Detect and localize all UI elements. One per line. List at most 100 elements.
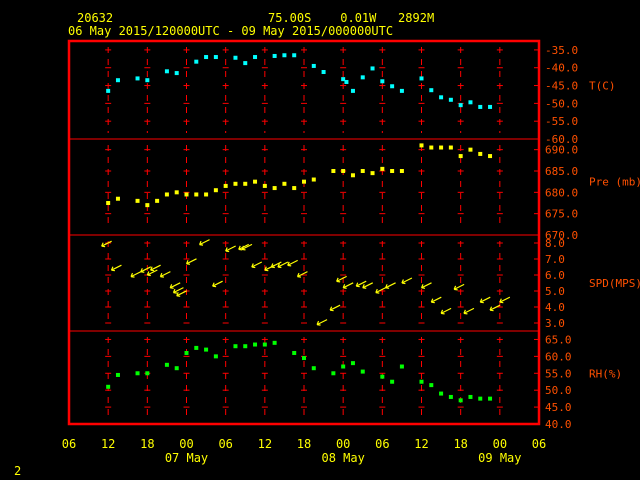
wind-barb-arrow bbox=[199, 239, 210, 246]
wind-barb bbox=[150, 264, 161, 272]
wind-barb-arrow bbox=[336, 275, 347, 283]
date-label: 09 May bbox=[478, 451, 521, 465]
rh-point bbox=[380, 374, 385, 379]
wind-barb bbox=[176, 290, 187, 297]
y-tick-label: 40.0 bbox=[545, 418, 572, 431]
wind-barb bbox=[463, 307, 475, 315]
panel-label-pressure: Pre (mb) bbox=[589, 176, 640, 189]
wind-barb bbox=[479, 296, 491, 304]
pressure-point bbox=[155, 198, 160, 203]
wind-barb-arrow bbox=[420, 282, 432, 289]
y-tick-label: 5.0 bbox=[545, 285, 565, 298]
temperature-point bbox=[360, 75, 365, 80]
x-tick-label: 18 bbox=[140, 437, 154, 451]
rh-point bbox=[360, 369, 365, 374]
y-tick-label: 8.0 bbox=[545, 237, 565, 250]
wind-barb bbox=[185, 258, 197, 265]
rh-point bbox=[233, 344, 238, 349]
rh-point bbox=[164, 362, 169, 367]
x-tick-label: 06 bbox=[532, 437, 546, 451]
wind-barb bbox=[287, 259, 298, 267]
temperature-point bbox=[321, 70, 326, 75]
wind-barb-arrow bbox=[287, 259, 298, 267]
temperature-point bbox=[344, 79, 349, 84]
pressure-point bbox=[419, 143, 424, 148]
pressure-point bbox=[135, 198, 140, 203]
y-tick-label: 60.0 bbox=[545, 350, 572, 363]
temperature-point bbox=[213, 55, 218, 60]
pressure-point bbox=[302, 179, 306, 184]
wind-barb bbox=[172, 287, 184, 294]
grid-layer bbox=[69, 47, 539, 425]
wind-barb bbox=[277, 261, 289, 269]
wind-barb-arrow bbox=[355, 280, 367, 288]
rh-point bbox=[272, 340, 277, 345]
temperature-point bbox=[204, 55, 209, 60]
pressure-point bbox=[360, 169, 365, 173]
pressure-point bbox=[282, 181, 287, 186]
x-tick-label: 18 bbox=[297, 437, 311, 451]
temperature-point bbox=[282, 53, 287, 58]
y-tick-label: -40.0 bbox=[545, 62, 578, 75]
wind-barb-arrow bbox=[499, 296, 511, 304]
temperature-point bbox=[380, 79, 385, 84]
time-period: 06 May 2015/120000UTC - 09 May 2015/0000… bbox=[68, 24, 394, 38]
wind-barb bbox=[159, 271, 171, 278]
wind-barb bbox=[225, 245, 236, 253]
y-tick-label: 675.0 bbox=[545, 208, 578, 221]
rh-point bbox=[194, 345, 199, 350]
temperature-point bbox=[350, 88, 355, 93]
wind-barb-arrow bbox=[172, 287, 184, 294]
wind-barb-arrow bbox=[362, 282, 374, 289]
temperature-point bbox=[370, 66, 375, 71]
wind-barb-arrow bbox=[241, 243, 253, 251]
panel-label-rh: RH(%) bbox=[589, 367, 622, 380]
wind-barb bbox=[362, 282, 374, 289]
wind-barb bbox=[296, 271, 308, 278]
pressure-point bbox=[380, 166, 385, 171]
pressure-point bbox=[213, 188, 218, 193]
temperature-point bbox=[272, 53, 277, 58]
wind-barb-arrow bbox=[150, 264, 161, 272]
pressure-point bbox=[243, 181, 248, 186]
wind-barb-arrow bbox=[385, 282, 396, 289]
pressure-point bbox=[390, 169, 395, 173]
temperature-point bbox=[448, 97, 453, 102]
pressure-point bbox=[331, 169, 336, 173]
labels-layer: -35.0 -40.0 -45.0 -50.0 -55.0 -60.0 T(C) 690.0 6… bbox=[62, 44, 640, 465]
y-tick-label: 680.0 bbox=[545, 186, 578, 199]
panel-label-wind: SPD(MPS) bbox=[589, 277, 640, 290]
rh-point bbox=[106, 384, 111, 389]
pressure-point bbox=[429, 145, 434, 150]
pressure-point bbox=[399, 169, 404, 173]
wind-barb bbox=[499, 296, 511, 304]
temperature-point bbox=[439, 95, 444, 100]
wind-barb bbox=[336, 275, 347, 283]
pressure-point bbox=[253, 179, 258, 184]
temperature-point bbox=[194, 59, 199, 64]
rh-point bbox=[390, 379, 395, 384]
pressure-point bbox=[370, 171, 375, 176]
wind-barb bbox=[420, 282, 432, 289]
plot-frame bbox=[67, 39, 541, 426]
rh-point bbox=[243, 344, 248, 349]
temperature-point bbox=[115, 78, 120, 83]
rh-point bbox=[311, 366, 316, 371]
wind-barb-arrow bbox=[453, 283, 465, 291]
y-tick-label: 65.0 bbox=[545, 333, 572, 346]
pressure-point bbox=[350, 173, 355, 178]
pressure-point bbox=[448, 145, 453, 150]
y-tick-label: -45.0 bbox=[545, 80, 578, 93]
y-tick-label: 685.0 bbox=[545, 165, 578, 178]
rh-point bbox=[213, 354, 218, 359]
x-tick-label: 06 bbox=[218, 437, 232, 451]
rh-point bbox=[448, 394, 453, 399]
temperature-point bbox=[419, 76, 424, 81]
wind-barb bbox=[169, 282, 181, 289]
wind-barb bbox=[440, 307, 452, 315]
x-tick-label: 12 bbox=[101, 437, 115, 451]
wind-barb-arrow bbox=[489, 304, 501, 312]
wind-barb-arrow bbox=[251, 261, 263, 269]
temperature-point bbox=[488, 104, 493, 109]
temperature-point bbox=[145, 78, 150, 83]
